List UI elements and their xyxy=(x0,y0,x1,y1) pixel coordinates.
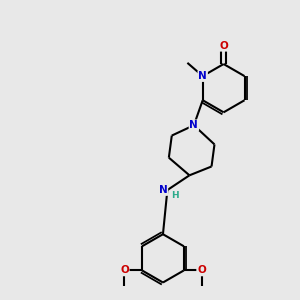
Text: N: N xyxy=(198,71,207,81)
Text: N: N xyxy=(190,120,198,130)
Text: O: O xyxy=(197,266,206,275)
Text: N: N xyxy=(159,185,167,195)
Text: O: O xyxy=(120,266,129,275)
Text: O: O xyxy=(219,41,228,51)
Text: H: H xyxy=(171,191,178,200)
